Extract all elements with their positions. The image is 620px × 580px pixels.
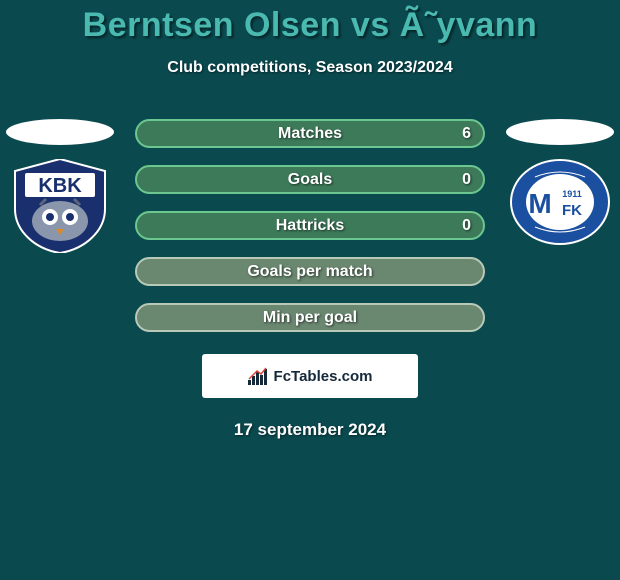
player-right-column: M 1911 FK [500, 119, 620, 253]
stat-row-goals: Goals 0 [135, 165, 485, 194]
fctables-logo-icon [248, 367, 268, 385]
date-label: 17 september 2024 [0, 420, 620, 440]
stat-row-goals-per-match: Goals per match [135, 257, 485, 286]
branding-box[interactable]: FcTables.com [202, 354, 418, 398]
stat-label: Hattricks [276, 217, 344, 235]
player-right-avatar-placeholder [506, 119, 614, 145]
stat-right-value: 0 [462, 217, 471, 235]
club-badge-left: KBK [10, 159, 110, 253]
comparison-content: KBK M 1911 [0, 119, 620, 440]
stat-row-hattricks: Hattricks 0 [135, 211, 485, 240]
svg-text:1911: 1911 [562, 189, 582, 199]
stat-right-value: 0 [462, 171, 471, 189]
stat-row-matches: Matches 6 [135, 119, 485, 148]
club-badge-right: M 1911 FK [510, 159, 610, 253]
page-title: Berntsen Olsen vs Ã˜yvann [0, 0, 620, 45]
stat-label: Goals per match [247, 263, 372, 281]
svg-text:M: M [528, 188, 551, 219]
player-left-avatar-placeholder [6, 119, 114, 145]
stat-label: Matches [278, 125, 342, 143]
stat-label: Min per goal [263, 309, 357, 327]
branding-text: FcTables.com [274, 368, 373, 385]
svg-text:KBK: KBK [38, 175, 82, 197]
subtitle: Club competitions, Season 2023/2024 [0, 59, 620, 77]
stat-row-min-per-goal: Min per goal [135, 303, 485, 332]
svg-text:FK: FK [562, 202, 582, 219]
stat-label: Goals [288, 171, 332, 189]
kbk-shield-icon: KBK [10, 159, 110, 253]
stat-right-value: 6 [462, 125, 471, 143]
molde-badge-icon: M 1911 FK [510, 159, 610, 245]
player-left-column: KBK [0, 119, 120, 253]
stats-pills: Matches 6 Goals 0 Hattricks 0 Goals per … [135, 119, 485, 332]
